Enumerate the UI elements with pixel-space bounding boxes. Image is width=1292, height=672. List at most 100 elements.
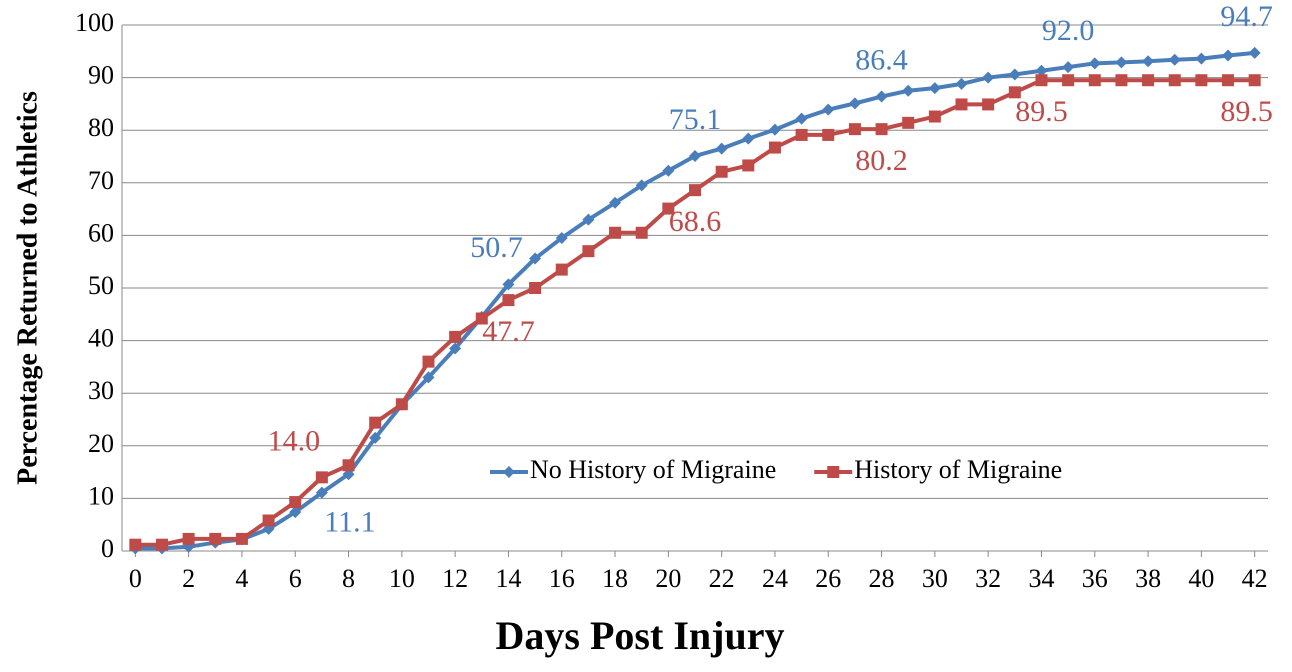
- marker: [502, 278, 515, 291]
- data-label: 94.7: [1220, 0, 1273, 33]
- data-label: 75.1: [669, 103, 722, 136]
- marker: [875, 90, 888, 103]
- marker: [209, 532, 222, 545]
- x-tick-label: 6: [289, 564, 302, 593]
- marker: [129, 538, 142, 551]
- x-tick-label: 0: [129, 564, 142, 593]
- marker: [742, 159, 755, 172]
- marker: [182, 532, 195, 545]
- marker: [982, 98, 995, 111]
- data-label: 86.4: [855, 43, 908, 76]
- marker: [262, 514, 275, 527]
- x-tick-label: 34: [1028, 564, 1054, 593]
- x-tick-label: 24: [762, 564, 788, 593]
- data-label: 11.1: [324, 506, 375, 539]
- marker: [662, 202, 675, 215]
- marker: [1115, 74, 1128, 87]
- marker: [928, 82, 941, 95]
- marker: [449, 330, 462, 343]
- marker: [609, 226, 622, 239]
- x-tick-label: 18: [602, 564, 628, 593]
- marker: [955, 77, 968, 90]
- y-tick-label: 10: [88, 481, 114, 510]
- marker: [529, 282, 542, 294]
- marker: [1142, 74, 1155, 87]
- marker: [902, 116, 915, 129]
- data-label: 89.5: [1015, 95, 1068, 128]
- marker: [795, 128, 808, 141]
- marker: [315, 486, 328, 499]
- marker: [1168, 74, 1181, 87]
- marker: [555, 232, 568, 245]
- marker: [689, 149, 701, 162]
- marker: [369, 431, 382, 444]
- x-tick-label: 22: [709, 564, 735, 593]
- marker: [1195, 52, 1208, 65]
- x-tick-label: 38: [1135, 564, 1161, 593]
- y-tick-label: 20: [88, 429, 114, 458]
- marker: [875, 123, 888, 136]
- marker: [609, 196, 622, 209]
- marker: [1062, 61, 1075, 74]
- x-tick-label: 10: [389, 564, 415, 593]
- marker: [1195, 74, 1208, 87]
- y-tick-label: 30: [88, 376, 114, 405]
- data-label: 80.2: [855, 144, 908, 177]
- marker: [902, 84, 915, 97]
- x-tick-label: 16: [549, 564, 575, 593]
- marker: [1222, 74, 1235, 87]
- x-tick-label: 2: [182, 564, 195, 593]
- marker: [1062, 74, 1075, 87]
- y-tick-label: 70: [88, 166, 114, 195]
- marker: [342, 459, 355, 472]
- y-tick-label: 100: [75, 8, 114, 37]
- y-tick-label: 0: [101, 534, 114, 563]
- data-label: 14.0: [268, 424, 321, 457]
- y-tick-label: 90: [88, 61, 114, 90]
- x-tick-label: 20: [655, 564, 681, 593]
- marker: [555, 263, 568, 276]
- x-axis-title: Days Post Injury: [496, 613, 785, 658]
- marker: [795, 112, 808, 125]
- x-tick-label: 42: [1242, 564, 1268, 593]
- marker: [768, 123, 781, 136]
- x-tick-label: 26: [815, 564, 841, 593]
- y-tick-label: 50: [88, 271, 114, 300]
- marker: [848, 97, 861, 110]
- x-tick-label: 12: [442, 564, 468, 593]
- marker: [928, 110, 941, 123]
- y-tick-label: 40: [88, 324, 114, 353]
- y-axis-title: Percentage Returned to Athletics: [12, 91, 43, 485]
- marker: [1008, 68, 1021, 81]
- x-tick-label: 8: [342, 564, 355, 593]
- x-tick-label: 40: [1188, 564, 1214, 593]
- x-tick-label: 28: [869, 564, 895, 593]
- marker: [742, 132, 755, 145]
- data-label: 68.6: [669, 205, 722, 238]
- data-label: 92.0: [1042, 14, 1095, 47]
- marker: [822, 128, 835, 141]
- marker: [503, 466, 515, 478]
- marker: [315, 471, 328, 484]
- marker: [289, 506, 302, 519]
- marker: [1248, 74, 1261, 87]
- marker: [635, 226, 648, 239]
- marker: [955, 98, 968, 111]
- marker: [449, 342, 462, 355]
- legend-label: History of Migraine: [854, 455, 1062, 484]
- marker: [848, 123, 861, 136]
- x-tick-label: 36: [1082, 564, 1108, 593]
- y-tick-label: 80: [88, 113, 114, 142]
- marker: [1168, 53, 1181, 66]
- marker: [1035, 64, 1048, 77]
- marker: [689, 184, 701, 197]
- x-tick-label: 32: [975, 564, 1001, 593]
- x-tick-label: 4: [235, 564, 248, 593]
- y-tick-label: 60: [88, 218, 114, 247]
- marker: [1142, 55, 1155, 68]
- marker: [982, 71, 995, 84]
- marker: [715, 142, 728, 155]
- marker: [155, 538, 168, 551]
- marker: [827, 466, 840, 478]
